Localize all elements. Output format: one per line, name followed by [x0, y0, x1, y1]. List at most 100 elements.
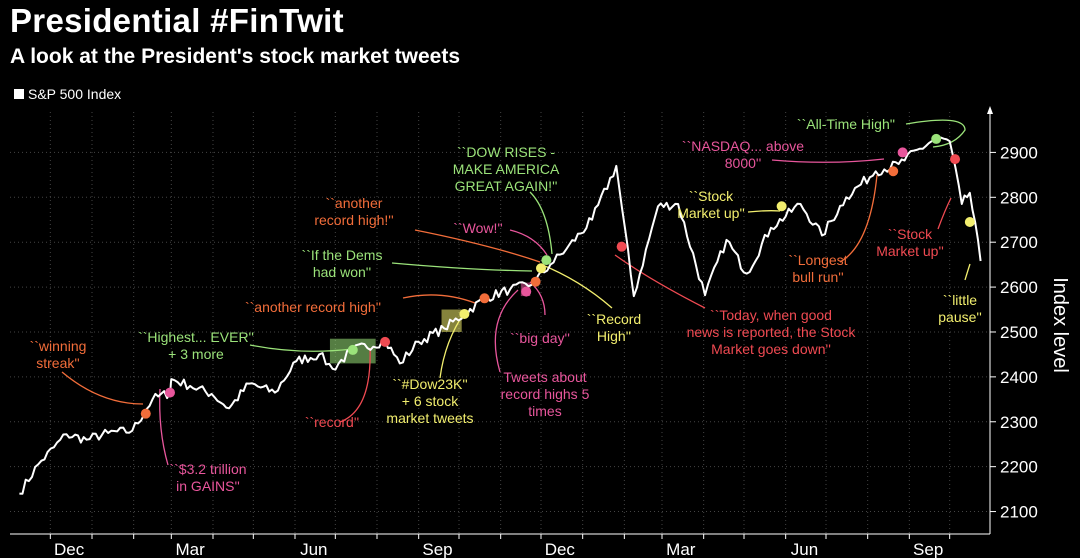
annotation-leader: [747, 210, 781, 213]
annotation-line: ``record'': [305, 414, 359, 430]
annotation-line: bull run'': [792, 269, 843, 285]
sp500-line: [19, 136, 982, 495]
annotation-line: MAKE AMERICA: [453, 161, 560, 177]
annotation: ``Longest bull run'': [788, 252, 847, 285]
y-tick-label: 2600: [1000, 278, 1038, 297]
tweet-marker: [521, 286, 532, 297]
annotation-line: times: [528, 403, 561, 419]
x-tick-label: Dec: [54, 540, 85, 558]
annotation-line: ``another: [326, 195, 383, 211]
y-tick-label: 2500: [1000, 323, 1038, 342]
annotation-leader: [905, 119, 966, 148]
annotation: ``Today, when good news is reported, the …: [687, 307, 857, 357]
annotation-line: news is reported, the Stock: [687, 324, 857, 340]
annotation-leader: [339, 347, 371, 423]
annotation-leader: [159, 388, 169, 466]
annotation-line: record highs 5: [501, 386, 590, 402]
tweet-marker: [459, 309, 470, 320]
x-tick-label: Mar: [666, 540, 696, 558]
annotation-leader: [414, 229, 541, 263]
y-axis: 2100 2200 2300 2400 2500 2600 2700 2800 2900: [987, 106, 1038, 534]
annotation: Tweets about record highs 5 times: [501, 369, 590, 419]
tweet-marker: [541, 255, 552, 266]
y-tick-label: 2300: [1000, 413, 1038, 432]
annotation-line: ``Wow!'': [453, 220, 502, 236]
legend: S&P 500 Index: [14, 86, 121, 102]
tweet-marker: [888, 166, 899, 177]
y-tick-label: 2900: [1000, 143, 1038, 162]
tweet-marker: [536, 263, 547, 274]
tweet-marker: [897, 147, 908, 158]
annotation-leader: [839, 174, 878, 263]
x-tick-label: Mar: [175, 540, 205, 558]
annotation-line: 8000'': [725, 155, 762, 171]
annotation-line: ``#Dow23K'': [392, 376, 467, 392]
annotation: ``Stock Market up'': [677, 188, 745, 221]
annotation-line: ``big day'': [510, 330, 570, 346]
x-axis: Dec Mar Jun Sep Dec Mar Jun Sep: [10, 533, 990, 558]
y-axis-arrow: [987, 106, 993, 114]
annotation-line: GREAT AGAIN!'': [455, 178, 558, 194]
annotation-leader: [614, 254, 706, 309]
chart-title: Presidential #FinTwit: [10, 2, 344, 39]
y-tick-label: 2700: [1000, 233, 1038, 252]
y-tick-label: 2200: [1000, 458, 1038, 477]
tweet-marker: [530, 276, 541, 287]
annotation-leaders: [61, 119, 971, 466]
annotation-leader: [494, 289, 519, 373]
tweet-marker: [776, 201, 787, 212]
annotation-line: Market up'': [677, 205, 745, 221]
annotation-line: ``little: [943, 292, 977, 308]
x-tick-label: Sep: [913, 540, 943, 558]
annotation-line: Tweets about: [503, 369, 586, 385]
annotation: ``All-Time High'': [797, 116, 895, 132]
annotations: ``winning streak'' ``$3.2 trillion in GAINS…: [30, 116, 982, 494]
tweet-marker: [931, 133, 942, 144]
tweet-marker: [964, 216, 975, 227]
annotation-line: in GAINS'': [176, 478, 240, 494]
annotation-line: Market up'': [876, 243, 944, 259]
annotation-leader: [509, 229, 548, 256]
annotation: ``#Dow23K'' + 6 stock market tweets: [386, 376, 473, 426]
annotation-line: + 6 stock: [402, 393, 459, 409]
annotation-line: had won'': [313, 264, 371, 280]
annotation-leader: [61, 371, 144, 405]
annotation-line: ``Stock: [888, 226, 933, 242]
annotation-line: record high!'': [314, 212, 393, 228]
annotation-leader: [402, 294, 476, 304]
annotation: ``NASDAQ... above 8000'': [682, 138, 804, 171]
annotation-line: High'': [597, 328, 631, 344]
annotation-line: ``If the Dems: [302, 247, 383, 263]
annotation: ``DOW RISES -MAKE AMERICA GREAT AGAIN!'': [453, 144, 560, 194]
annotation: ``little pause'': [938, 292, 982, 325]
annotation: ``big day'': [510, 330, 570, 346]
x-tick-label: Jun: [300, 540, 327, 558]
annotation-line: streak'': [36, 355, 79, 371]
annotation-line: ``winning: [30, 338, 87, 354]
annotation: ``another record high!'': [314, 195, 393, 228]
annotation: ``another record high'': [245, 299, 381, 315]
y-tick-label: 2800: [1000, 188, 1038, 207]
annotation-line: ``Record: [587, 311, 641, 327]
annotation: ``record'': [305, 414, 359, 430]
x-tick-label: Dec: [545, 540, 576, 558]
annotation-line: ``NASDAQ... above: [682, 138, 804, 154]
annotation: ``Record High'': [587, 311, 641, 344]
tweet-marker: [347, 344, 358, 355]
annotation-line: ``another record high'': [245, 299, 381, 315]
annotation: ``$3.2 trillion in GAINS'': [169, 461, 246, 494]
tweet-marker: [950, 154, 961, 165]
annotation-line: ``$3.2 trillion: [169, 461, 246, 477]
grid: [10, 112, 990, 534]
annotation-leader: [964, 263, 971, 281]
annotation-line: ``Longest: [788, 252, 847, 268]
annotation-line: ``All-Time High'': [797, 116, 895, 132]
annotation-line: pause'': [938, 309, 982, 325]
tweet-marker: [616, 241, 627, 252]
annotation-leader: [771, 158, 885, 163]
annotation-line: + 3 more: [168, 346, 224, 362]
series: [19, 136, 982, 495]
tweet-marker: [164, 387, 175, 398]
tweet-marker: [140, 408, 151, 419]
